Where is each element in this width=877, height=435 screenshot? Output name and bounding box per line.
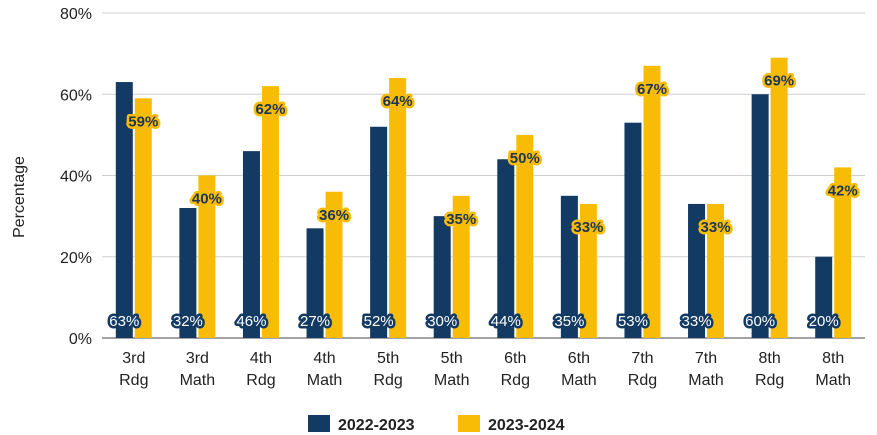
data-label-2023-2024: 64% [383,93,413,110]
bar-2022-2023 [560,195,578,338]
data-label-2022-2023: 20% [809,313,839,330]
bar-2023-2024 [325,191,343,338]
x-tick-label: 3rd Math [180,350,216,389]
legend-swatch [458,415,480,432]
bar-2022-2023 [497,159,515,338]
bar-2023-2024 [770,57,788,338]
gridlines [102,12,865,339]
bar-2022-2023 [306,228,324,338]
bar-2022-2023 [624,122,642,338]
bar-2023-2024 [643,65,661,338]
data-label-2022-2023: 53% [618,313,648,330]
bar-2023-2024 [134,98,152,338]
bar-2022-2023 [179,208,197,338]
data-labels: 63% 59% 32% 40% 46% 62% 27% 36% 52% 64% 30% 35% 44% 5… [107,70,860,332]
legend-swatch [308,415,330,432]
y-tick-label: 40% [60,169,92,186]
data-label-2022-2023: 32% [173,313,203,330]
data-label-2022-2023: 27% [300,313,330,330]
y-tick-label: 60% [60,87,92,104]
bar-2022-2023 [433,216,451,338]
y-axis-ticks: 0% 20% 40% 60% 80% [60,6,92,348]
x-tick-label: 7th Math [688,350,724,389]
x-tick-label: 4th Math [307,350,343,389]
bars [115,57,852,338]
data-label-2023-2024: 40% [192,191,222,208]
bar-2023-2024 [834,167,852,338]
legend-label: 2022-2023 [338,417,415,434]
bar-2023-2024 [516,134,534,338]
bar-2022-2023 [115,82,133,338]
data-label-2022-2023: 44% [491,313,521,330]
x-tick-label: 7th Rdg [628,350,657,389]
y-tick-label: 0% [69,331,92,348]
y-axis-title: Percentage [11,156,28,238]
legend-label: 2023-2024 [488,417,565,434]
x-tick-label: 8th Rdg [755,350,784,389]
bar-2022-2023 [688,203,706,338]
x-tick-label: 3rd Rdg [119,350,148,389]
data-label-2022-2023: 63% [109,313,139,330]
data-label-2023-2024: 35% [446,211,476,228]
bar-2023-2024 [261,86,279,338]
data-label-2023-2024: 33% [701,219,731,236]
data-label-2023-2024: 59% [128,113,158,130]
data-label-2022-2023: 33% [682,313,712,330]
x-tick-label: 5th Rdg [373,350,402,389]
y-tick-label: 20% [60,250,92,267]
data-label-2023-2024: 42% [828,182,858,199]
x-axis-categories: 3rd Rdg 3rd Math 4th Rdg 4th Math 5th Rdg 5th Math 6… [119,350,851,389]
x-tick-label: 8th Math [815,350,851,389]
bar-2022-2023 [751,94,769,338]
x-tick-label: 5th Math [434,350,470,389]
y-tick-label: 80% [60,6,92,23]
data-label-2022-2023: 30% [427,313,457,330]
bar-2022-2023 [242,151,260,338]
data-label-2022-2023: 35% [554,313,584,330]
data-label-2022-2023: 60% [745,313,775,330]
bar-2022-2023 [370,126,388,338]
x-tick-label: 6th Math [561,350,597,389]
bar-2023-2024 [198,175,216,338]
bar-2022-2023 [815,256,833,338]
data-label-2023-2024: 67% [637,81,667,98]
bar-2023-2024 [452,195,470,338]
bar-2023-2024 [579,203,597,338]
bar-2023-2024 [707,203,725,338]
x-tick-label: 4th Rdg [246,350,275,389]
data-label-2023-2024: 62% [255,101,285,118]
data-label-2023-2024: 69% [764,73,794,90]
x-tick-label: 6th Rdg [501,350,530,389]
data-label-2022-2023: 52% [364,313,394,330]
data-label-2023-2024: 50% [510,150,540,167]
legend: 2022-2023 2023-2024 [308,415,565,434]
bar-2023-2024 [389,78,407,338]
data-label-2023-2024: 36% [319,207,349,224]
data-label-2023-2024: 33% [573,219,603,236]
data-label-2022-2023: 46% [236,313,266,330]
